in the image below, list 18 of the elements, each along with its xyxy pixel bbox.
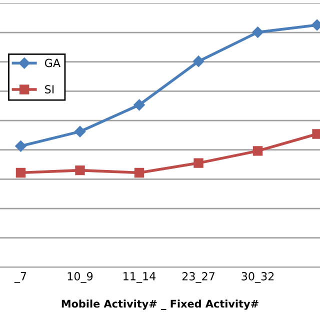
legend-label: SI	[45, 85, 54, 94]
x-tick-label: 23_27	[182, 272, 214, 283]
point	[252, 26, 264, 38]
point	[194, 158, 204, 168]
point	[16, 168, 26, 178]
point	[74, 126, 86, 138]
x-tick-label: 11_14	[124, 272, 156, 283]
legend-label: GA	[44, 58, 60, 68]
x-tick-label: 30_32	[242, 272, 274, 283]
x-tick-label: _7	[14, 272, 26, 283]
point	[252, 146, 263, 156]
point	[192, 56, 204, 67]
x-axis-title: Mobile Activity# _ Fixed Activity#	[62, 300, 258, 310]
point	[15, 140, 26, 152]
point	[134, 99, 145, 111]
x-tick-label: 10_9	[68, 272, 93, 283]
point	[134, 168, 144, 178]
point	[75, 165, 85, 176]
